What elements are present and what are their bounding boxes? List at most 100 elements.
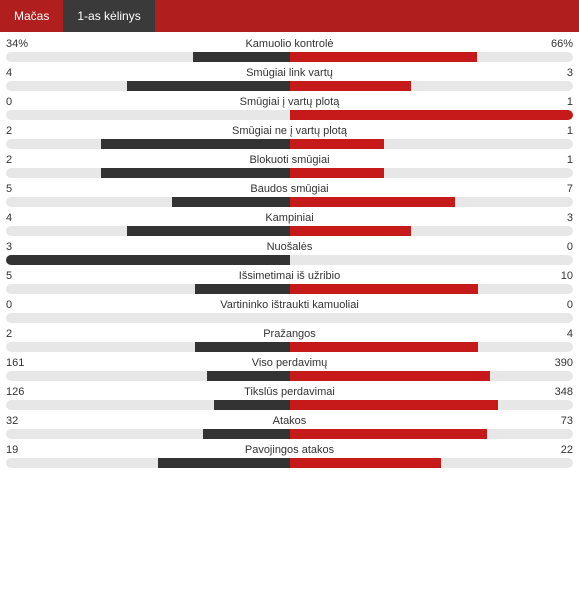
stat-value-left: 126 xyxy=(6,386,54,398)
stat-row: 161Viso perdavimų390 xyxy=(6,355,573,381)
stat-value-left: 32 xyxy=(6,415,54,427)
stat-row: 2Smūgiai ne į vartų plotą1 xyxy=(6,123,573,149)
stats-container: 34%Kamuolio kontrolė66%4Smūgiai link var… xyxy=(0,32,579,479)
stat-label: Išsimetimai iš užribio xyxy=(54,270,525,282)
stat-value-right: 7 xyxy=(525,183,573,195)
stat-value-left: 2 xyxy=(6,154,54,166)
stat-label: Pražangos xyxy=(54,328,525,340)
stat-bar xyxy=(6,197,573,207)
stat-value-right: 10 xyxy=(525,270,573,282)
stat-row: 2Blokuoti smūgiai1 xyxy=(6,152,573,178)
stat-label: Smūgiai į vartų plotą xyxy=(54,96,525,108)
stat-value-right: 1 xyxy=(525,154,573,166)
stat-bar-right xyxy=(290,371,491,381)
stat-value-left: 2 xyxy=(6,328,54,340)
stat-row: 2Pražangos4 xyxy=(6,326,573,352)
stat-bar xyxy=(6,110,573,120)
stat-header: 2Smūgiai ne į vartų plotą1 xyxy=(6,123,573,139)
stat-label: Smūgiai link vartų xyxy=(54,67,525,79)
stat-label: Pavojingos atakos xyxy=(54,444,525,456)
stat-bar xyxy=(6,371,573,381)
stat-value-right: 3 xyxy=(525,212,573,224)
stat-bar-left xyxy=(6,255,290,265)
stat-bar-left xyxy=(101,168,290,178)
stat-bar xyxy=(6,81,573,91)
stat-bar xyxy=(6,313,573,323)
stat-label: Nuošalės xyxy=(54,241,525,253)
stat-bar xyxy=(6,429,573,439)
stat-bar-right xyxy=(290,110,574,120)
stat-row: 126Tikslūs perdavimai348 xyxy=(6,384,573,410)
stat-value-right: 73 xyxy=(525,415,573,427)
stat-value-left: 5 xyxy=(6,270,54,282)
stat-value-left: 34% xyxy=(6,38,54,50)
stat-label: Smūgiai ne į vartų plotą xyxy=(54,125,525,137)
stat-bar-right xyxy=(290,284,479,294)
stat-value-right: 0 xyxy=(525,299,573,311)
stat-bar-right xyxy=(290,168,385,178)
stat-header: 32Atakos73 xyxy=(6,413,573,429)
stat-header: 19Pavojingos atakos22 xyxy=(6,442,573,458)
stat-bar-left xyxy=(127,226,289,236)
stat-bar xyxy=(6,458,573,468)
stat-row: 0Smūgiai į vartų plotą1 xyxy=(6,94,573,120)
stat-value-right: 22 xyxy=(525,444,573,456)
stat-header: 2Blokuoti smūgiai1 xyxy=(6,152,573,168)
stat-label: Kamuolio kontrolė xyxy=(54,38,525,50)
stat-bar-right xyxy=(290,139,385,149)
tab-1[interactable]: 1-as kėlinys xyxy=(63,0,154,32)
stat-value-right: 4 xyxy=(525,328,573,340)
stat-value-left: 2 xyxy=(6,125,54,137)
stat-bar xyxy=(6,400,573,410)
stat-header: 126Tikslūs perdavimai348 xyxy=(6,384,573,400)
stat-label: Viso perdavimų xyxy=(54,357,525,369)
stat-row: 4Kampiniai3 xyxy=(6,210,573,236)
stat-row: 34%Kamuolio kontrolė66% xyxy=(6,36,573,62)
stat-header: 4Smūgiai link vartų3 xyxy=(6,65,573,81)
tabs-bar: Mačas1-as kėlinys xyxy=(0,0,579,32)
stat-bar xyxy=(6,52,573,62)
stat-bar-left xyxy=(193,52,289,62)
stat-header: 4Kampiniai3 xyxy=(6,210,573,226)
stat-bar-right xyxy=(290,226,411,236)
stat-header: 0Smūgiai į vartų plotą1 xyxy=(6,94,573,110)
stat-bar-right xyxy=(290,52,477,62)
stat-header: 161Viso perdavimų390 xyxy=(6,355,573,371)
stat-bar-right xyxy=(290,342,479,352)
stat-label: Blokuoti smūgiai xyxy=(54,154,525,166)
stat-bar-right xyxy=(290,400,498,410)
stat-bar-left xyxy=(203,429,289,439)
stat-bar xyxy=(6,255,573,265)
stat-bar-right xyxy=(290,429,487,439)
stat-bar-left xyxy=(207,371,290,381)
stat-bar xyxy=(6,226,573,236)
stat-header: 5Išsimetimai iš užribio10 xyxy=(6,268,573,284)
stat-row: 32Atakos73 xyxy=(6,413,573,439)
stat-bar xyxy=(6,168,573,178)
stat-row: 4Smūgiai link vartų3 xyxy=(6,65,573,91)
tab-0[interactable]: Mačas xyxy=(0,0,63,32)
stat-label: Vartininko ištraukti kamuoliai xyxy=(54,299,525,311)
stat-label: Tikslūs perdavimai xyxy=(54,386,525,398)
stat-value-left: 4 xyxy=(6,212,54,224)
stat-bar-left xyxy=(101,139,290,149)
stat-value-right: 390 xyxy=(525,357,573,369)
stat-bar xyxy=(6,139,573,149)
stat-bar-left xyxy=(195,284,290,294)
stat-bar-right xyxy=(290,197,456,207)
stat-row: 5Baudos smūgiai7 xyxy=(6,181,573,207)
stat-value-left: 3 xyxy=(6,241,54,253)
stat-value-right: 66% xyxy=(525,38,573,50)
stat-label: Kampiniai xyxy=(54,212,525,224)
stat-row: 19Pavojingos atakos22 xyxy=(6,442,573,468)
stat-value-left: 0 xyxy=(6,299,54,311)
stat-bar-left xyxy=(127,81,289,91)
stat-value-right: 348 xyxy=(525,386,573,398)
stat-bar-left xyxy=(158,458,290,468)
stat-value-right: 3 xyxy=(525,67,573,79)
stat-bar-right xyxy=(290,81,411,91)
stat-header: 5Baudos smūgiai7 xyxy=(6,181,573,197)
stat-value-left: 4 xyxy=(6,67,54,79)
stat-header: 2Pražangos4 xyxy=(6,326,573,342)
stat-bar-left xyxy=(172,197,290,207)
